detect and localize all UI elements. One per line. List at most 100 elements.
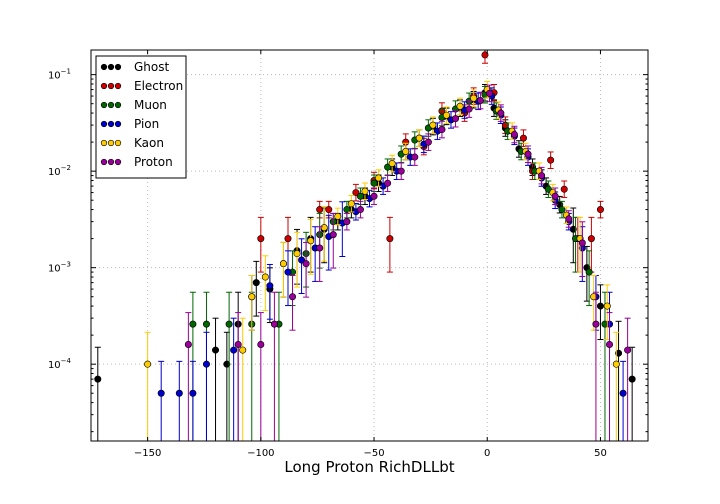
legend-marker — [114, 101, 122, 109]
data-point — [343, 218, 351, 226]
legend-marker — [114, 158, 122, 166]
legend-label-muon: Muon — [134, 98, 167, 112]
data-point — [388, 160, 396, 168]
data-point — [370, 192, 378, 200]
x-tick-label: 0 — [484, 448, 490, 459]
data-point — [538, 172, 546, 180]
data-point — [497, 109, 505, 117]
data-point — [157, 389, 165, 397]
data-point — [225, 320, 233, 328]
legend-marker — [100, 120, 108, 128]
data-point — [386, 235, 394, 243]
data-point — [239, 346, 247, 354]
y-tick-label: 10−2 — [48, 164, 71, 178]
data-point — [465, 105, 473, 113]
data-point — [325, 206, 333, 214]
data-point — [624, 346, 632, 354]
data-point — [452, 115, 460, 123]
data-point — [456, 102, 464, 110]
data-point — [481, 51, 489, 59]
axis-ticks — [91, 50, 648, 441]
plot-frame — [90, 49, 649, 442]
legend-marker — [114, 139, 122, 147]
data-point — [316, 206, 324, 214]
data-point — [356, 206, 364, 214]
data-point — [596, 206, 604, 214]
data-point — [184, 340, 192, 348]
legend-label-kaon: Kaon — [134, 136, 164, 150]
legend-label-electron: Electron — [134, 79, 183, 93]
data-point — [551, 192, 559, 200]
tick-labels: −150 −100 −50 0 50 10−1 10−2 10−3 10−4 — [48, 68, 607, 459]
data-point — [361, 187, 369, 195]
data-point — [316, 244, 324, 252]
legend-marker — [107, 139, 115, 147]
data-point — [524, 150, 532, 158]
legend-marker — [107, 63, 115, 71]
data-point — [175, 389, 183, 397]
data-point — [615, 349, 623, 357]
data-point — [592, 320, 600, 328]
data-point — [257, 340, 265, 348]
data-point — [261, 273, 269, 281]
legend-marker — [107, 82, 115, 90]
legend-marker — [100, 101, 108, 109]
legend-label-ghost: Ghost — [134, 60, 169, 74]
data-point — [578, 239, 586, 247]
data-point — [585, 268, 593, 276]
y-tick-label: 10−3 — [48, 261, 71, 275]
data-point — [438, 126, 446, 134]
legend-marker — [107, 120, 115, 128]
data-point — [370, 179, 378, 187]
data-point — [476, 96, 484, 104]
data-point — [429, 121, 437, 129]
legend-marker — [100, 139, 108, 147]
data-point — [248, 293, 256, 301]
data-point — [596, 302, 604, 310]
data-point — [279, 260, 287, 268]
data-point — [547, 156, 555, 164]
data-point — [266, 282, 274, 290]
legend-marker — [100, 82, 108, 90]
legend-marker — [100, 158, 108, 166]
data-point — [189, 389, 197, 397]
data-point — [302, 260, 310, 268]
data-point — [612, 360, 620, 368]
y-tick-label: 10−1 — [48, 68, 71, 82]
data-point — [510, 130, 518, 138]
data-point — [289, 293, 297, 301]
data-point — [560, 185, 568, 193]
legend-marker — [100, 63, 108, 71]
legend-label-pion: Pion — [134, 117, 159, 131]
data-point — [603, 302, 611, 310]
data-point — [411, 153, 419, 161]
data-point — [298, 256, 306, 264]
x-tick-label: −100 — [247, 448, 274, 459]
data-point — [343, 206, 351, 214]
data-point — [202, 320, 210, 328]
legend-marker — [114, 82, 122, 90]
x-tick-label: −50 — [363, 448, 384, 459]
data-point — [565, 215, 573, 223]
data-point — [284, 268, 292, 276]
data-point — [587, 235, 595, 243]
x-tick-label: 50 — [594, 448, 607, 459]
data-point — [320, 224, 328, 232]
data-point — [293, 250, 301, 258]
data-point — [223, 360, 231, 368]
data-point — [442, 111, 450, 119]
data-point — [486, 89, 494, 97]
data-point — [252, 279, 260, 287]
data-point — [397, 167, 405, 175]
data-point — [402, 147, 410, 155]
data-point — [384, 163, 392, 171]
data-point — [606, 340, 614, 348]
data-point — [334, 212, 342, 220]
data-point — [257, 235, 265, 243]
series-proton — [184, 84, 632, 442]
series-layer — [94, 49, 636, 442]
legend-box — [95, 55, 187, 179]
data-point — [424, 138, 432, 146]
legend: Ghost Electron Muon Pion Kaon Proton — [95, 55, 187, 179]
